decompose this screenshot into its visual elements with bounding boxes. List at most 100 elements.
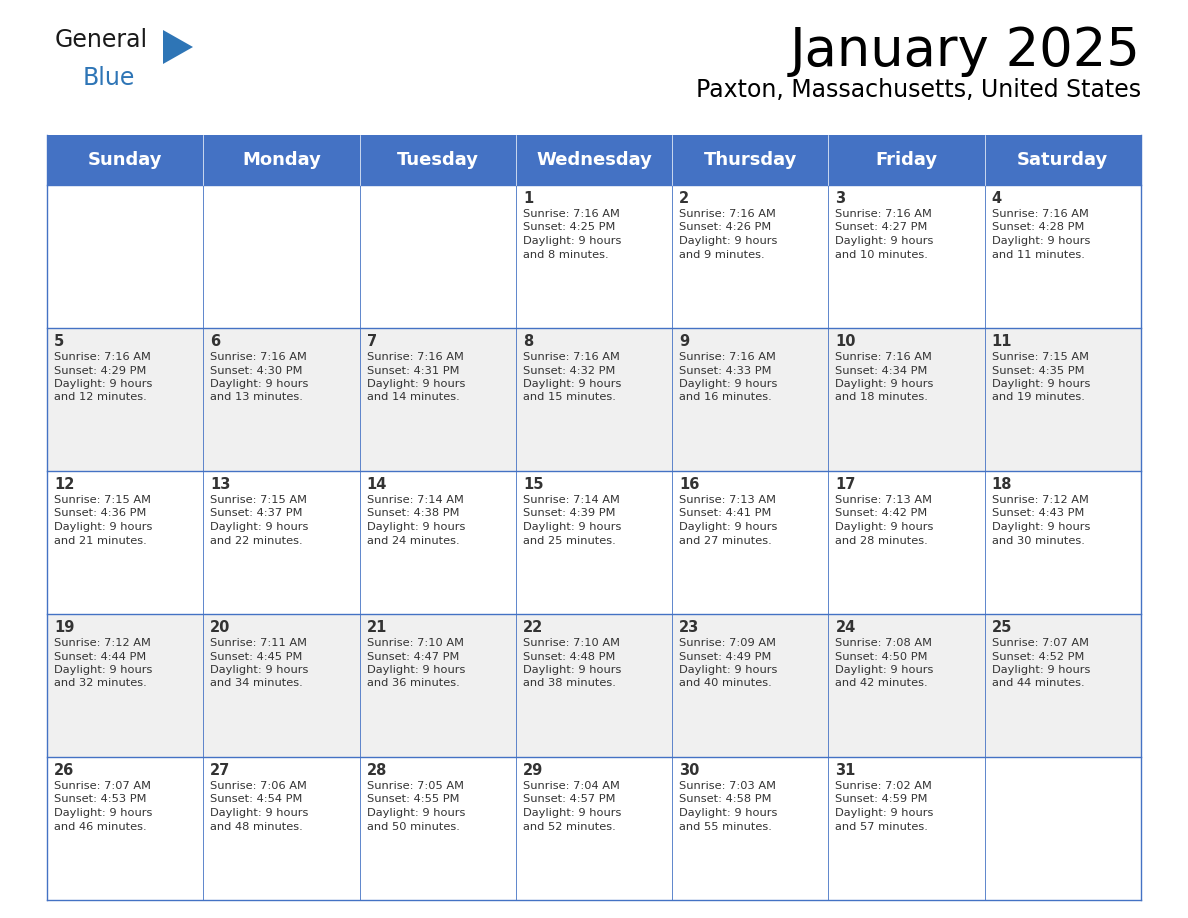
Bar bbox=[48, 185, 1140, 328]
Text: Saturday: Saturday bbox=[1017, 151, 1108, 169]
Text: 8: 8 bbox=[523, 334, 533, 349]
Text: Sunset: 4:59 PM: Sunset: 4:59 PM bbox=[835, 794, 928, 804]
Text: Sunrise: 7:16 AM: Sunrise: 7:16 AM bbox=[992, 209, 1088, 219]
Text: Daylight: 9 hours: Daylight: 9 hours bbox=[835, 379, 934, 389]
Text: Daylight: 9 hours: Daylight: 9 hours bbox=[523, 379, 621, 389]
Text: Daylight: 9 hours: Daylight: 9 hours bbox=[210, 808, 309, 818]
Text: 7: 7 bbox=[367, 334, 377, 349]
Text: Sunrise: 7:12 AM: Sunrise: 7:12 AM bbox=[992, 495, 1088, 505]
Text: 3: 3 bbox=[835, 191, 846, 206]
Text: 26: 26 bbox=[53, 763, 74, 778]
Text: Friday: Friday bbox=[876, 151, 937, 169]
Text: Sunrise: 7:10 AM: Sunrise: 7:10 AM bbox=[523, 638, 620, 648]
Text: and 32 minutes.: and 32 minutes. bbox=[53, 678, 147, 688]
Text: 15: 15 bbox=[523, 477, 543, 492]
Text: Thursday: Thursday bbox=[703, 151, 797, 169]
Text: Sunrise: 7:16 AM: Sunrise: 7:16 AM bbox=[835, 352, 933, 362]
Text: Sunset: 4:26 PM: Sunset: 4:26 PM bbox=[680, 222, 771, 232]
Text: and 24 minutes.: and 24 minutes. bbox=[367, 535, 460, 545]
Text: 10: 10 bbox=[835, 334, 855, 349]
Text: Daylight: 9 hours: Daylight: 9 hours bbox=[680, 665, 777, 675]
Text: and 18 minutes.: and 18 minutes. bbox=[835, 393, 928, 402]
Text: Sunset: 4:27 PM: Sunset: 4:27 PM bbox=[835, 222, 928, 232]
Bar bbox=[48, 135, 1140, 185]
Text: Sunrise: 7:09 AM: Sunrise: 7:09 AM bbox=[680, 638, 776, 648]
Text: Sunrise: 7:14 AM: Sunrise: 7:14 AM bbox=[367, 495, 463, 505]
Text: Daylight: 9 hours: Daylight: 9 hours bbox=[680, 379, 777, 389]
Text: Sunset: 4:52 PM: Sunset: 4:52 PM bbox=[992, 652, 1085, 662]
Text: Daylight: 9 hours: Daylight: 9 hours bbox=[523, 665, 621, 675]
Text: Sunrise: 7:07 AM: Sunrise: 7:07 AM bbox=[53, 781, 151, 791]
Text: Daylight: 9 hours: Daylight: 9 hours bbox=[53, 522, 152, 532]
Text: 30: 30 bbox=[680, 763, 700, 778]
Text: Sunset: 4:47 PM: Sunset: 4:47 PM bbox=[367, 652, 459, 662]
Text: 31: 31 bbox=[835, 763, 855, 778]
Text: and 22 minutes.: and 22 minutes. bbox=[210, 535, 303, 545]
Text: Monday: Monday bbox=[242, 151, 321, 169]
Text: and 19 minutes.: and 19 minutes. bbox=[992, 393, 1085, 402]
Bar bbox=[48, 471, 1140, 614]
Text: Sunrise: 7:05 AM: Sunrise: 7:05 AM bbox=[367, 781, 463, 791]
Text: Daylight: 9 hours: Daylight: 9 hours bbox=[367, 808, 465, 818]
Text: Sunrise: 7:04 AM: Sunrise: 7:04 AM bbox=[523, 781, 620, 791]
Text: 20: 20 bbox=[210, 620, 230, 635]
Text: Sunset: 4:29 PM: Sunset: 4:29 PM bbox=[53, 365, 146, 375]
Text: 24: 24 bbox=[835, 620, 855, 635]
Text: and 46 minutes.: and 46 minutes. bbox=[53, 822, 146, 832]
Text: Daylight: 9 hours: Daylight: 9 hours bbox=[835, 522, 934, 532]
Text: Daylight: 9 hours: Daylight: 9 hours bbox=[680, 522, 777, 532]
Text: Sunrise: 7:16 AM: Sunrise: 7:16 AM bbox=[523, 352, 620, 362]
Text: Sunset: 4:50 PM: Sunset: 4:50 PM bbox=[835, 652, 928, 662]
Text: and 55 minutes.: and 55 minutes. bbox=[680, 822, 772, 832]
Text: Sunrise: 7:15 AM: Sunrise: 7:15 AM bbox=[992, 352, 1088, 362]
Text: 6: 6 bbox=[210, 334, 221, 349]
Text: and 48 minutes.: and 48 minutes. bbox=[210, 822, 303, 832]
Text: and 27 minutes.: and 27 minutes. bbox=[680, 535, 772, 545]
Text: and 16 minutes.: and 16 minutes. bbox=[680, 393, 772, 402]
Text: Wednesday: Wednesday bbox=[536, 151, 652, 169]
Text: Sunset: 4:35 PM: Sunset: 4:35 PM bbox=[992, 365, 1085, 375]
Text: Sunset: 4:39 PM: Sunset: 4:39 PM bbox=[523, 509, 615, 519]
Text: Daylight: 9 hours: Daylight: 9 hours bbox=[53, 665, 152, 675]
Text: 4: 4 bbox=[992, 191, 1001, 206]
Text: 28: 28 bbox=[367, 763, 387, 778]
Text: Sunrise: 7:08 AM: Sunrise: 7:08 AM bbox=[835, 638, 933, 648]
Text: and 9 minutes.: and 9 minutes. bbox=[680, 250, 765, 260]
Text: January 2025: January 2025 bbox=[790, 25, 1140, 77]
Text: Sunset: 4:36 PM: Sunset: 4:36 PM bbox=[53, 509, 146, 519]
Text: Sunset: 4:30 PM: Sunset: 4:30 PM bbox=[210, 365, 303, 375]
Text: 25: 25 bbox=[992, 620, 1012, 635]
Text: 2: 2 bbox=[680, 191, 689, 206]
Text: Sunday: Sunday bbox=[88, 151, 163, 169]
Text: and 38 minutes.: and 38 minutes. bbox=[523, 678, 615, 688]
Text: Tuesday: Tuesday bbox=[397, 151, 479, 169]
Text: Daylight: 9 hours: Daylight: 9 hours bbox=[992, 665, 1091, 675]
Text: Daylight: 9 hours: Daylight: 9 hours bbox=[992, 522, 1091, 532]
Text: 14: 14 bbox=[367, 477, 387, 492]
Text: Sunrise: 7:02 AM: Sunrise: 7:02 AM bbox=[835, 781, 933, 791]
Text: 9: 9 bbox=[680, 334, 689, 349]
Text: Sunrise: 7:16 AM: Sunrise: 7:16 AM bbox=[210, 352, 308, 362]
Text: and 44 minutes.: and 44 minutes. bbox=[992, 678, 1085, 688]
Text: 12: 12 bbox=[53, 477, 75, 492]
Text: Daylight: 9 hours: Daylight: 9 hours bbox=[992, 379, 1091, 389]
Text: Sunset: 4:34 PM: Sunset: 4:34 PM bbox=[835, 365, 928, 375]
Text: Daylight: 9 hours: Daylight: 9 hours bbox=[523, 236, 621, 246]
Text: Sunrise: 7:07 AM: Sunrise: 7:07 AM bbox=[992, 638, 1088, 648]
Text: 27: 27 bbox=[210, 763, 230, 778]
Text: Sunset: 4:53 PM: Sunset: 4:53 PM bbox=[53, 794, 146, 804]
Text: Sunrise: 7:03 AM: Sunrise: 7:03 AM bbox=[680, 781, 776, 791]
Text: Sunset: 4:49 PM: Sunset: 4:49 PM bbox=[680, 652, 771, 662]
Text: Sunrise: 7:13 AM: Sunrise: 7:13 AM bbox=[680, 495, 776, 505]
Text: Daylight: 9 hours: Daylight: 9 hours bbox=[835, 665, 934, 675]
Text: Sunrise: 7:11 AM: Sunrise: 7:11 AM bbox=[210, 638, 308, 648]
Text: 18: 18 bbox=[992, 477, 1012, 492]
Text: Daylight: 9 hours: Daylight: 9 hours bbox=[53, 379, 152, 389]
Text: Sunset: 4:31 PM: Sunset: 4:31 PM bbox=[367, 365, 459, 375]
Text: Daylight: 9 hours: Daylight: 9 hours bbox=[210, 665, 309, 675]
Text: Daylight: 9 hours: Daylight: 9 hours bbox=[835, 236, 934, 246]
Text: Daylight: 9 hours: Daylight: 9 hours bbox=[680, 236, 777, 246]
Text: Sunrise: 7:10 AM: Sunrise: 7:10 AM bbox=[367, 638, 463, 648]
Text: and 28 minutes.: and 28 minutes. bbox=[835, 535, 928, 545]
Text: Daylight: 9 hours: Daylight: 9 hours bbox=[367, 379, 465, 389]
